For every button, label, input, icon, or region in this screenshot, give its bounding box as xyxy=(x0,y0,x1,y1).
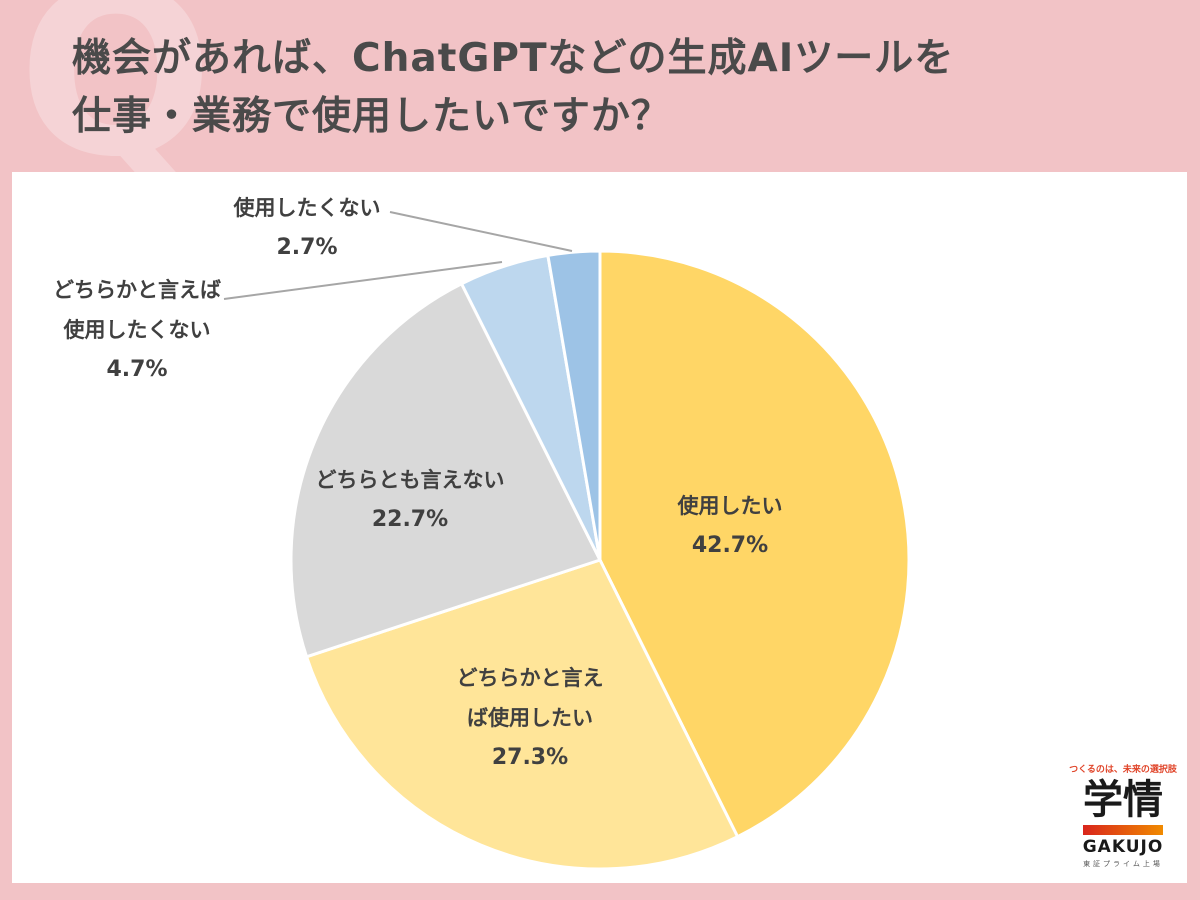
label-neutral: どちらとも言えない 22.7% xyxy=(315,468,505,532)
slice-not-use xyxy=(546,249,602,561)
slice-neutral xyxy=(289,281,603,659)
gakujo-logo: つくるのは、未来の選択肢 学情 GAKUJO 東証プライム上場 xyxy=(1058,762,1188,869)
slice-rather-use xyxy=(304,558,740,871)
title-line-2: 仕事・業務で使用したいですか？ xyxy=(72,94,671,139)
logo-kanji: 学情 xyxy=(1083,777,1163,823)
label-rather-use: どちらかと言え ば使用したい 27.3% xyxy=(456,666,604,770)
logo-tagline: つくるのは、未来の選択肢 xyxy=(1069,765,1177,775)
q-watermark: Q xyxy=(18,0,214,208)
title-line-1: 機会があれば、ChatGPTなどの生成AIツールを xyxy=(72,36,955,81)
label-use: 使用したい 42.7% xyxy=(677,494,783,558)
page-title: 機会があれば、ChatGPTなどの生成AIツールを 仕事・業務で使用したいですか… xyxy=(72,30,954,146)
chart-card: 使用したい 42.7% どちらかと言え ば使用したい 27.3% どちらとも言え… xyxy=(12,172,1187,883)
logo-english: GAKUJO xyxy=(1082,837,1164,857)
pie-chart xyxy=(223,211,911,871)
leader-line-rather-not-use xyxy=(223,261,503,300)
label-not-use: 使用したくない 2.7% xyxy=(233,196,381,260)
logo-subtitle: 東証プライム上場 xyxy=(1083,860,1163,868)
logo-gradient-bar xyxy=(1083,825,1163,835)
leader-line-not-use xyxy=(389,211,573,252)
slice-use xyxy=(598,249,911,839)
label-rather-not-use: どちらかと言えば 使用したくない 4.7% xyxy=(53,278,221,382)
